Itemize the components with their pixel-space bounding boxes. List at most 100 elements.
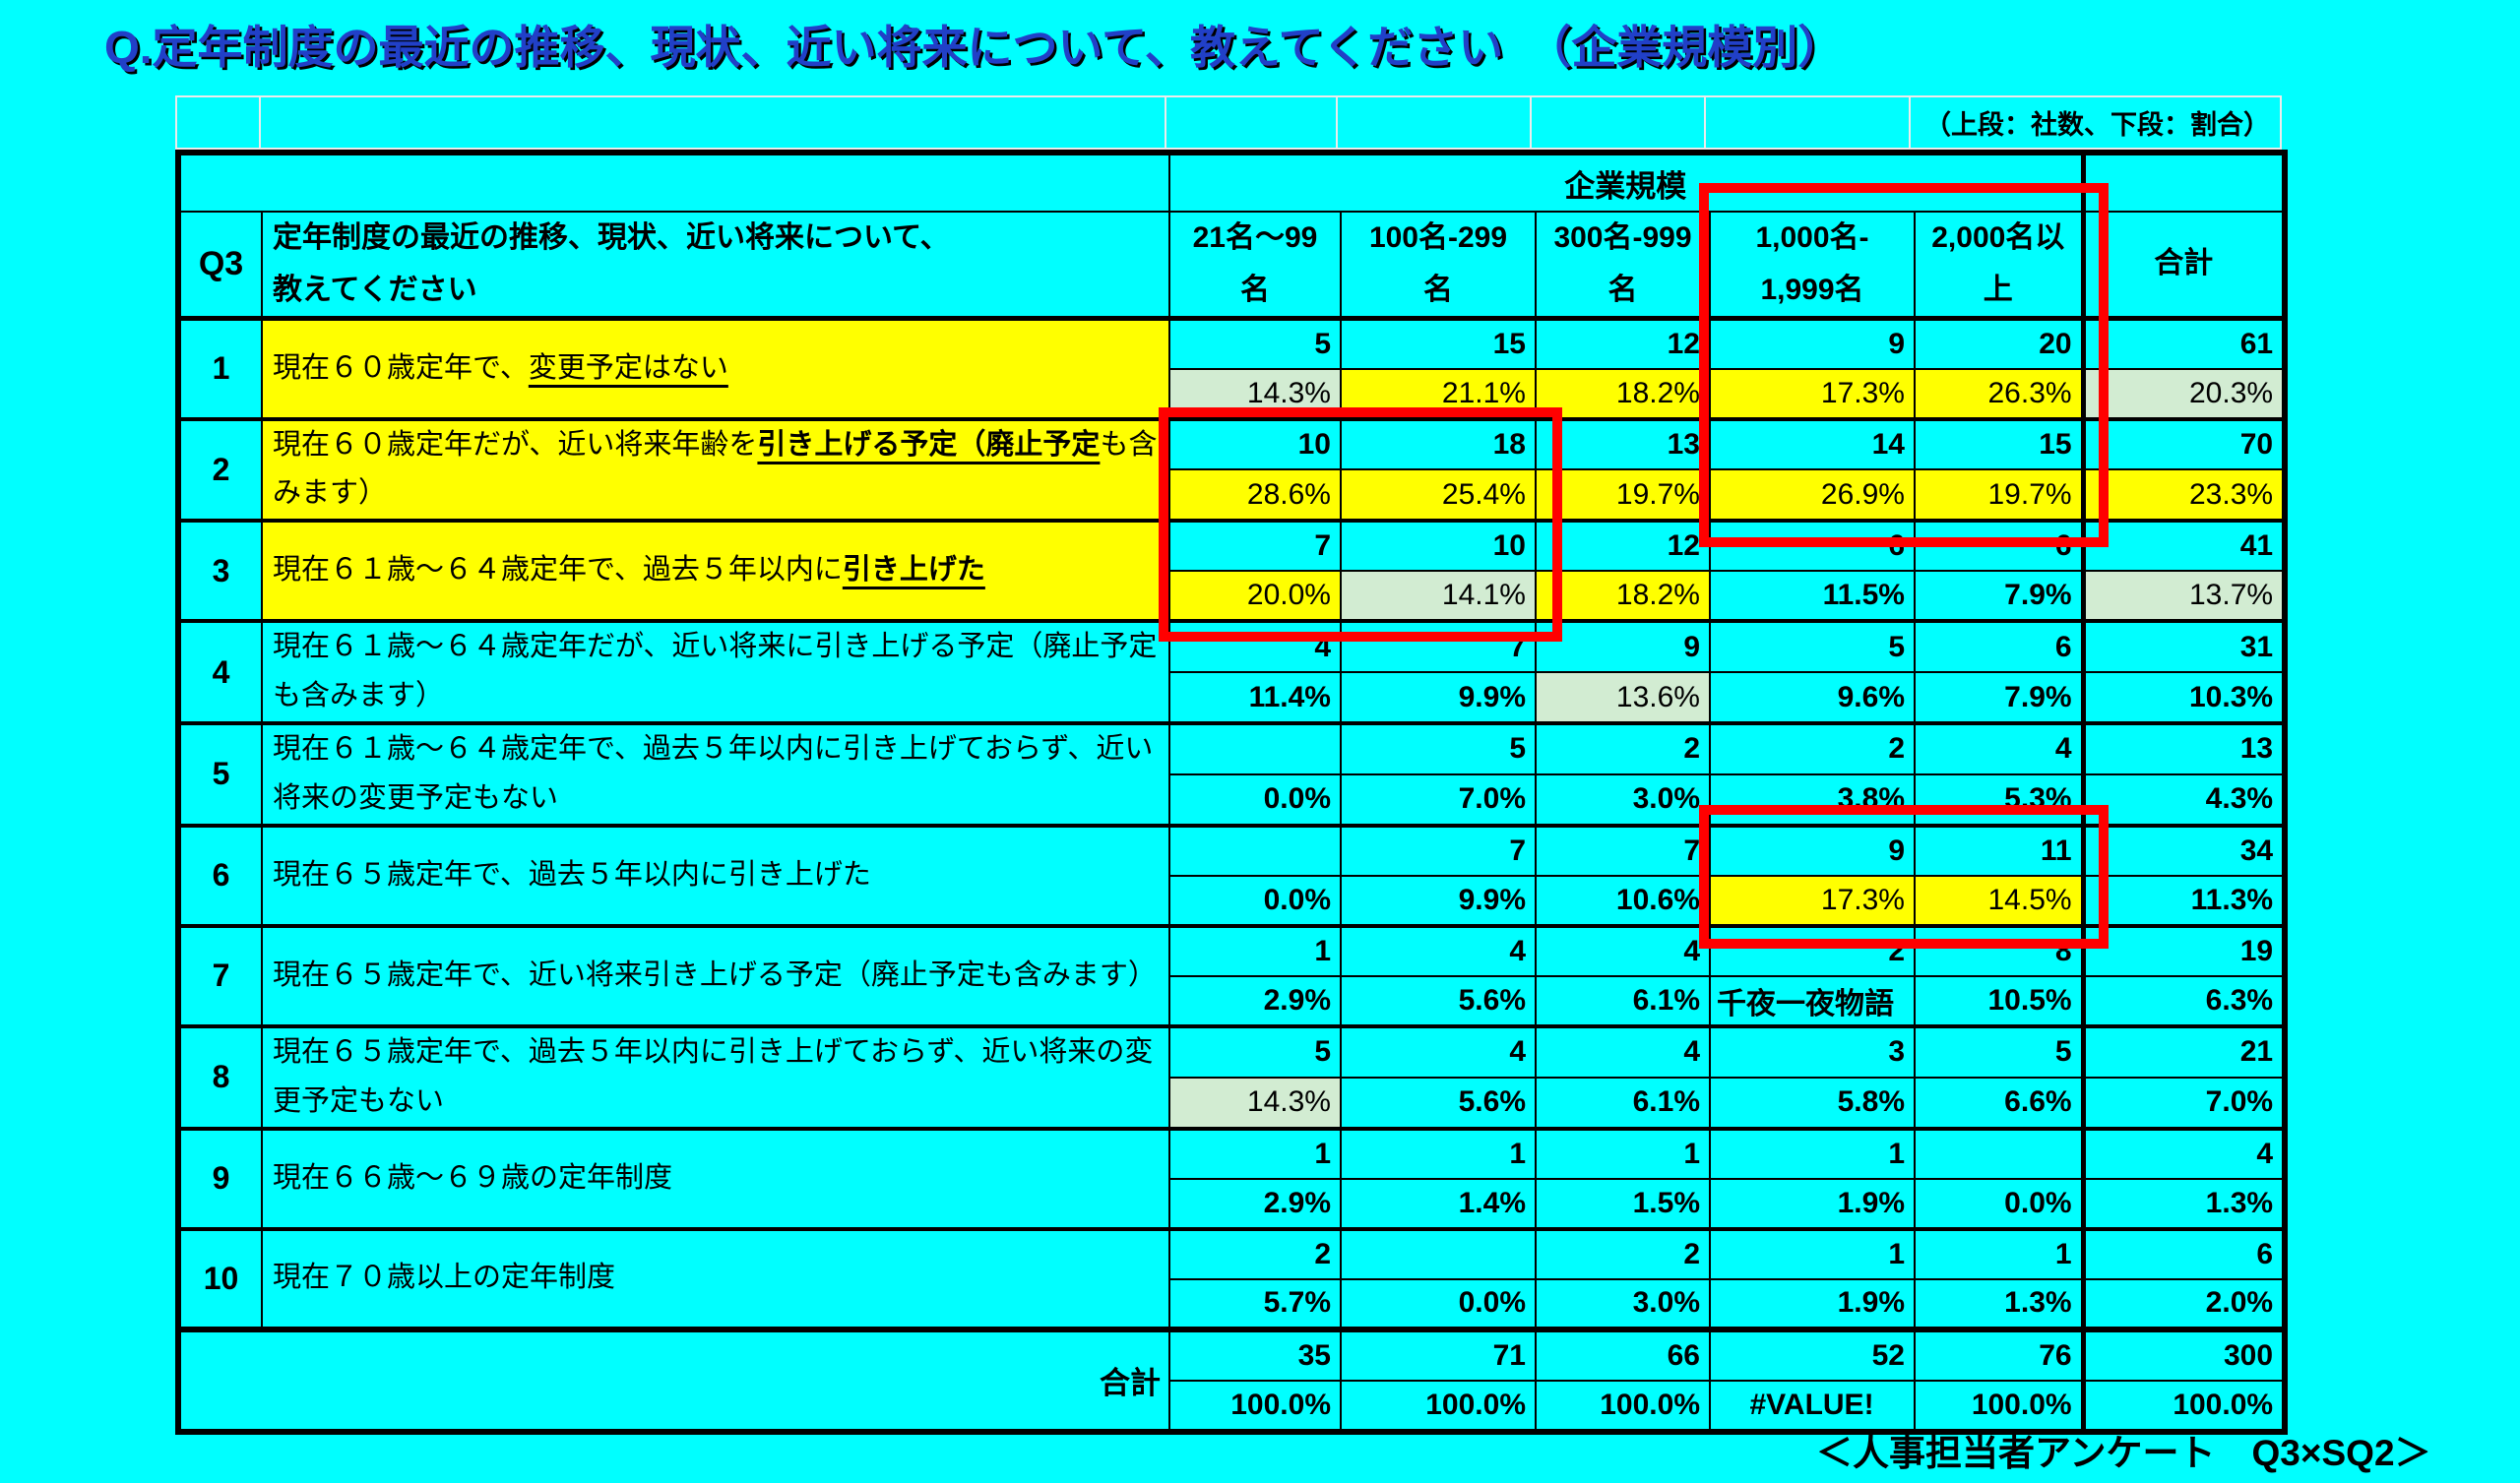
count-cell[interactable] (1168, 721, 1342, 775)
pct-cell[interactable]: 7.9% (1913, 570, 2085, 623)
grid-cell-blank[interactable] (177, 97, 261, 148)
group-header-company-size[interactable]: 企業規模 (1167, 152, 2085, 213)
grid-cell-blank[interactable] (261, 97, 1167, 148)
count-cell[interactable]: 12 (1535, 316, 1711, 370)
count-cell[interactable]: 9 (1709, 823, 1916, 877)
count-cell[interactable]: 4 (1168, 619, 1342, 674)
total-count-cell[interactable]: 52 (1709, 1326, 1916, 1382)
count-cell[interactable]: 41 (2080, 519, 2287, 573)
count-cell[interactable]: 9 (1709, 316, 1916, 370)
pct-cell[interactable]: 1.3% (1913, 1277, 2085, 1330)
column-header-100-299[interactable]: 100名-299 名 (1340, 211, 1537, 321)
count-cell[interactable]: 5 (1168, 1023, 1342, 1079)
pct-cell[interactable]: 0.0% (1913, 1177, 2085, 1230)
row-number[interactable]: 10 (177, 1226, 263, 1330)
count-cell[interactable]: 19 (2080, 923, 2287, 977)
count-cell[interactable]: 13 (2080, 721, 2287, 775)
pct-cell[interactable]: 6.1% (1535, 1076, 1711, 1130)
count-cell[interactable]: 20 (1913, 316, 2085, 370)
column-header-1000-1999[interactable]: 1,000名- 1,999名 (1709, 211, 1916, 321)
pct-cell[interactable]: 6.6% (1913, 1076, 2085, 1130)
pct-cell[interactable]: 11.4% (1168, 671, 1342, 724)
pct-cell[interactable]: 26.9% (1709, 468, 1916, 523)
total-count-cell[interactable]: 66 (1535, 1326, 1711, 1382)
pct-cell[interactable]: 1.4% (1340, 1177, 1537, 1230)
count-cell[interactable]: 2 (1709, 721, 1916, 775)
count-cell[interactable]: 21 (2080, 1023, 2287, 1079)
pct-cell[interactable]: 14.3% (1168, 367, 1342, 420)
count-cell[interactable]: 6 (2080, 1226, 2287, 1280)
pct-cell[interactable]: 5.6% (1340, 974, 1537, 1027)
pct-cell[interactable]: 9.6% (1709, 671, 1916, 724)
count-cell[interactable]: 5 (1168, 316, 1342, 370)
pct-cell[interactable]: 千夜一夜物語 (1709, 974, 1916, 1027)
grid-cell-blank[interactable] (1166, 97, 1338, 148)
pct-cell[interactable]: 20.3% (2080, 367, 2287, 420)
pct-cell[interactable]: 10.5% (1913, 974, 2085, 1027)
pct-cell[interactable]: 11.5% (1709, 570, 1916, 623)
count-cell[interactable] (1168, 823, 1342, 877)
count-cell[interactable]: 2 (1535, 721, 1711, 775)
count-cell[interactable]: 7 (1340, 619, 1537, 674)
count-cell[interactable]: 1 (1709, 1126, 1916, 1180)
count-cell[interactable]: 6 (1913, 519, 2085, 573)
grid-cell-blank[interactable] (1532, 97, 1707, 148)
row-number[interactable]: 1 (177, 316, 263, 420)
pct-cell[interactable]: 7.0% (2080, 1076, 2287, 1130)
row-label[interactable]: 現在６０歳定年で、変更予定はない (261, 316, 1170, 420)
pct-cell[interactable]: 14.1% (1340, 570, 1537, 623)
row-label[interactable]: 現在６５歳定年で、過去５年以内に引き上げておらず、近い将来の変更予定もない (261, 1023, 1170, 1130)
pct-cell[interactable]: 100.0% (2080, 1379, 2287, 1433)
count-cell[interactable]: 7 (1535, 823, 1711, 877)
count-cell[interactable]: 1 (1168, 923, 1342, 977)
pct-cell[interactable]: 13.7% (2080, 570, 2287, 623)
pct-cell[interactable]: 5.7% (1168, 1277, 1342, 1330)
row-number[interactable]: 6 (177, 823, 263, 927)
count-cell[interactable]: 4 (1340, 923, 1537, 977)
pct-cell[interactable]: 100.0% (1535, 1379, 1711, 1433)
count-cell[interactable]: 4 (2080, 1126, 2287, 1180)
row-label[interactable]: 現在６１歳～６４歳定年で、過去５年以内に引き上げた (261, 519, 1170, 623)
pct-cell[interactable]: 26.3% (1913, 367, 2085, 420)
pct-cell[interactable]: 3.0% (1535, 1277, 1711, 1330)
count-cell[interactable]: 12 (1535, 519, 1711, 573)
row-label[interactable]: 現在６１歳～６４歳定年だが、近い将来に引き上げる予定（廃止予定も含みます） (261, 619, 1170, 724)
pct-cell[interactable]: 1.9% (1709, 1177, 1916, 1230)
row-number[interactable]: 5 (177, 721, 263, 827)
count-cell[interactable]: 2 (1535, 1226, 1711, 1280)
count-cell[interactable]: 8 (1913, 923, 2085, 977)
pct-cell[interactable]: 100.0% (1913, 1379, 2085, 1433)
pct-cell[interactable]: 14.3% (1168, 1076, 1342, 1130)
pct-cell[interactable]: 5.3% (1913, 772, 2085, 827)
total-count-cell[interactable]: 76 (1913, 1326, 2085, 1382)
row-number[interactable]: 4 (177, 619, 263, 724)
pct-cell[interactable]: 1.5% (1535, 1177, 1711, 1230)
count-cell[interactable]: 4 (1913, 721, 2085, 775)
pct-cell[interactable]: 6.3% (2080, 974, 2287, 1027)
pct-cell[interactable]: 100.0% (1168, 1379, 1342, 1433)
pct-cell[interactable]: 0.0% (1168, 874, 1342, 927)
pct-cell[interactable]: 0.0% (1340, 1277, 1537, 1330)
count-cell[interactable]: 4 (1535, 1023, 1711, 1079)
pct-cell[interactable]: 5.6% (1340, 1076, 1537, 1130)
pct-cell[interactable]: 1.9% (1709, 1277, 1916, 1330)
count-cell[interactable]: 9 (1535, 619, 1711, 674)
row-number[interactable]: 3 (177, 519, 263, 623)
pct-cell[interactable]: 9.9% (1340, 671, 1537, 724)
pct-cell[interactable]: 21.1% (1340, 367, 1537, 420)
total-count-cell[interactable]: 71 (1340, 1326, 1537, 1382)
row-number[interactable]: 7 (177, 923, 263, 1027)
pct-cell[interactable]: 4.3% (2080, 772, 2287, 827)
total-count-cell[interactable]: 35 (1168, 1326, 1342, 1382)
pct-cell[interactable]: 20.0% (1168, 570, 1342, 623)
column-header-300-999[interactable]: 300名-999 名 (1535, 211, 1711, 321)
pct-cell[interactable]: 1.3% (2080, 1177, 2287, 1230)
count-cell[interactable]: 13 (1535, 416, 1711, 471)
count-cell[interactable]: 7 (1340, 823, 1537, 877)
pct-cell[interactable]: 10.6% (1535, 874, 1711, 927)
pct-cell[interactable]: 10.3% (2080, 671, 2287, 724)
count-cell[interactable]: 2 (1168, 1226, 1342, 1280)
count-cell[interactable]: 4 (1535, 923, 1711, 977)
count-cell[interactable]: 1 (1340, 1126, 1537, 1180)
pct-cell[interactable]: 17.3% (1709, 874, 1916, 927)
